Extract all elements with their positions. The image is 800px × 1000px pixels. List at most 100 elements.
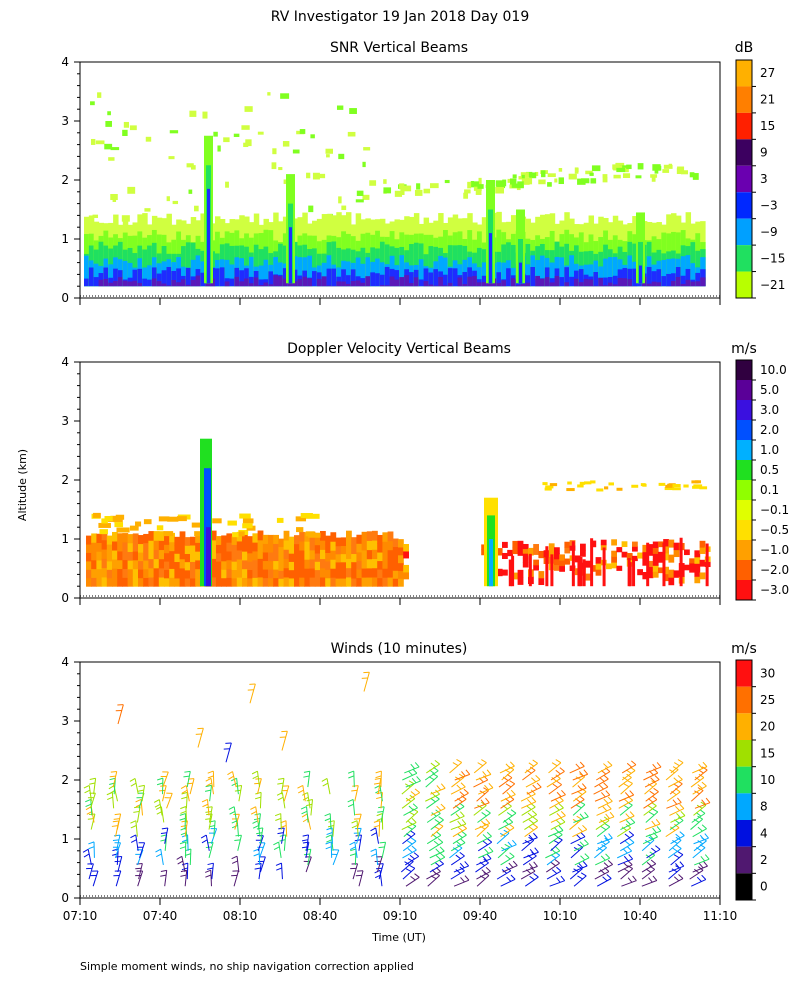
wind-barb [453,875,470,887]
wind-barb [86,863,94,880]
wind-barb-shaft [643,799,658,809]
snr-cell [444,179,450,184]
wind-barb [520,866,536,880]
wind-barb-feather [303,775,310,778]
wind-barb-shaft [521,806,536,816]
snr-cell [189,110,197,117]
wind-barb [500,852,515,866]
wind-barb-shaft [502,783,516,795]
wind-barb-shaft [404,766,420,774]
doppler-cell [647,560,654,567]
wind-barb-shaft [474,822,490,831]
snr-cell [447,268,454,287]
snr-cell [481,282,488,287]
snr-cell [103,278,109,287]
wind-barb [321,777,331,795]
wind-barb-feather [275,862,282,866]
wind-barb-shaft [186,771,191,788]
doppler-cell [112,550,118,560]
snr-cell [223,137,230,143]
wind-barb-feather [207,862,214,866]
wind-barb-feather [180,825,187,828]
wind-barb-shaft [405,780,421,788]
snr-cell [194,205,199,212]
snr-cell [671,280,677,287]
wind-barb-feather [580,855,586,861]
wind-barb [452,830,467,845]
wind-barb [573,872,587,887]
doppler-cell [304,577,311,587]
doppler-cell [372,558,378,569]
snr-cell [650,174,658,178]
doppler-cell [169,568,175,578]
doppler-cell [242,568,248,578]
wind-barb-feather [306,798,313,802]
wind-barb-feather [325,846,332,850]
doppler-cell [346,549,352,559]
doppler-cell [288,553,295,562]
snr-cell [481,262,488,287]
snr-cell [336,281,342,287]
colorbar-swatch [736,245,752,272]
doppler-cell [252,542,259,552]
wind-barb-shaft [280,813,282,830]
wind-barb-feather [404,783,411,788]
wind-barb-feather [675,863,680,869]
wind-barb-feather [440,803,446,809]
wind-barb-feather [507,841,513,847]
doppler-cell [559,554,565,561]
snr-cell [253,244,260,287]
snr-cell [229,264,235,287]
wind-barb [620,817,636,831]
snr-cell [428,246,434,287]
x-tick-label: 09:10 [383,909,418,923]
wind-barb-shaft [238,785,243,802]
snr-cell [186,163,194,168]
wind-barb [597,760,613,774]
doppler-cell [127,534,134,544]
wind-barb-shaft [377,778,382,795]
wind-barb [405,873,420,887]
wind-barb-feather [648,877,653,883]
doppler-cell [309,577,316,587]
wind-barb-feather [133,810,140,813]
doppler-cell [138,552,144,562]
doppler-cell [238,531,245,537]
wind-barb-shaft [550,815,566,823]
doppler-cell [283,540,290,550]
wind-barb-shaft [401,798,416,809]
wind-barb [450,838,466,852]
doppler-cell [112,568,118,578]
doppler-cell [398,570,404,579]
wind-barb-feather [201,799,208,803]
snr-cell [457,277,464,287]
doppler-cell [86,569,92,579]
snr-cell [239,270,245,287]
snr-cell [433,269,439,287]
wind-barb-shaft [449,815,465,823]
doppler-cell [647,566,654,573]
doppler-cell [91,568,97,578]
snr-cell [341,269,347,287]
wind-barb-shaft [185,792,188,809]
doppler-cell [247,577,253,587]
wind-barb [665,823,680,838]
wind-barb [373,820,381,837]
colorbar-label: −2.0 [760,563,789,577]
wind-barb-feather [460,782,466,788]
snr-cell [496,282,502,287]
doppler-cell [356,543,363,553]
wind-barb [401,817,417,831]
wind-barb-shaft [546,870,562,880]
wind-barb-shaft [450,870,465,880]
wind-barb-feather [373,782,381,785]
wind-barb-feather [407,858,414,862]
doppler-cell [86,535,92,545]
doppler-cell [176,516,187,522]
snr-cell [590,178,597,184]
wind-barb-feather [414,873,420,878]
doppler-cell [392,562,399,571]
doppler-cell [314,544,321,554]
colorbar-label: 0.1 [760,483,779,497]
doppler-cell [346,576,352,587]
